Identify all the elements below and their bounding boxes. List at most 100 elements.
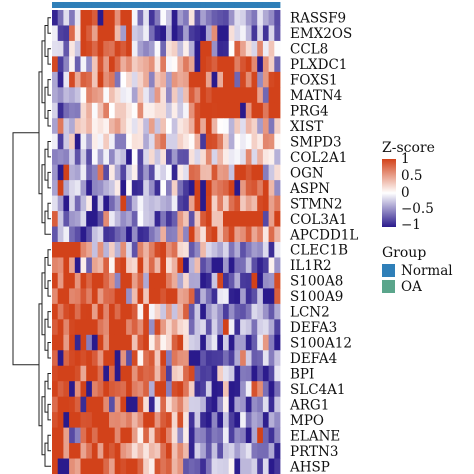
heatmap-cell xyxy=(69,195,76,212)
heatmap-cell xyxy=(274,396,281,413)
heatmap-cell xyxy=(109,319,116,336)
heatmap-cell xyxy=(63,319,70,336)
heatmap-cell xyxy=(171,458,178,474)
heatmap-cell xyxy=(166,458,173,474)
heatmap-cell xyxy=(194,180,201,196)
heatmap-cell xyxy=(166,180,173,196)
heatmap-cell xyxy=(120,443,127,459)
heatmap-cell xyxy=(234,102,241,119)
heatmap-cell xyxy=(160,226,167,243)
heatmap-cell xyxy=(63,458,70,474)
heatmap-cell xyxy=(154,443,161,459)
heatmap-cell xyxy=(262,319,269,336)
heatmap-cell xyxy=(109,303,116,320)
heatmap-cell xyxy=(183,396,190,413)
heatmap-cell xyxy=(109,118,116,135)
heatmap-cell xyxy=(228,180,235,196)
heatmap-cell xyxy=(240,242,247,258)
heatmap-cell xyxy=(245,195,252,212)
heatmap-cell xyxy=(143,443,150,459)
heatmap-cell xyxy=(217,396,224,413)
heatmap-cell xyxy=(74,365,81,382)
heatmap-cell xyxy=(114,56,121,73)
heatmap-cell xyxy=(86,319,93,336)
heatmap-cell xyxy=(205,458,212,474)
heatmap-cell xyxy=(74,319,81,336)
heatmap-cell xyxy=(109,350,116,367)
heatmap-cell xyxy=(148,288,155,305)
heatmap-cell xyxy=(228,365,235,382)
group-annotation-cell xyxy=(194,2,201,8)
heatmap-cell xyxy=(109,149,116,166)
heatmap-cell xyxy=(69,396,76,413)
heatmap-cell xyxy=(160,211,167,227)
heatmap-cell xyxy=(223,226,230,243)
heatmap-cell xyxy=(188,396,195,413)
heatmap-cell xyxy=(86,40,93,57)
row-label: PRG4 xyxy=(290,104,329,120)
heatmap-cell xyxy=(57,25,64,42)
heatmap-cell xyxy=(274,71,281,88)
heatmap-cell xyxy=(148,195,155,212)
heatmap-cell xyxy=(69,257,76,274)
heatmap-cell xyxy=(205,40,212,57)
group-annotation-cell xyxy=(154,2,161,8)
heatmap-cell xyxy=(160,412,167,428)
heatmap-cell xyxy=(148,164,155,181)
heatmap-cell xyxy=(74,458,81,474)
group-annotation-cell xyxy=(69,2,76,8)
heatmap-cell xyxy=(131,118,138,135)
heatmap-cell xyxy=(171,118,178,135)
heatmap-cell xyxy=(166,118,173,135)
row-label: SLC4A1 xyxy=(290,382,345,398)
heatmap-cell xyxy=(217,149,224,166)
heatmap-cell xyxy=(205,334,212,351)
heatmap-cell xyxy=(257,10,264,26)
heatmap-cell xyxy=(234,118,241,135)
heatmap-cell xyxy=(262,25,269,42)
heatmap-cell xyxy=(160,10,167,26)
heatmap-cell xyxy=(211,164,218,181)
heatmap-cell xyxy=(240,164,247,181)
heatmap-cell xyxy=(63,443,70,459)
heatmap-cell xyxy=(86,118,93,135)
heatmap-cell xyxy=(240,10,247,26)
heatmap-cell xyxy=(274,133,281,150)
heatmap-cell xyxy=(154,133,161,150)
heatmap-cell xyxy=(183,427,190,444)
heatmap-cell xyxy=(69,458,76,474)
heatmap-cell xyxy=(103,412,110,428)
heatmap-cell xyxy=(97,226,104,243)
heatmap-cell xyxy=(160,427,167,444)
heatmap-cell xyxy=(74,25,81,42)
heatmap-cell xyxy=(223,381,230,398)
heatmap-cell xyxy=(205,288,212,305)
heatmap-cell xyxy=(148,180,155,196)
heatmap-cell xyxy=(97,102,104,119)
heatmap-cell xyxy=(240,180,247,196)
heatmap-cell xyxy=(160,334,167,351)
heatmap-cell xyxy=(86,71,93,88)
heatmap-cell xyxy=(251,56,258,73)
heatmap-cell xyxy=(194,40,201,57)
heatmap-cell xyxy=(240,412,247,428)
heatmap-cell xyxy=(126,319,133,336)
heatmap-cell xyxy=(262,87,269,104)
heatmap-cell xyxy=(234,365,241,382)
heatmap-cell xyxy=(240,25,247,42)
row-label: FOXS1 xyxy=(290,73,338,89)
heatmap-cell xyxy=(262,334,269,351)
zscore-legend: Z-score 1 0.5 0 −0.5 −1 xyxy=(382,140,435,233)
heatmap-cell xyxy=(274,87,281,104)
heatmap-cell xyxy=(166,25,173,42)
heatmap-cell xyxy=(257,443,264,459)
group-annotation-cell xyxy=(262,2,269,8)
heatmap-cell xyxy=(69,71,76,88)
heatmap-cell xyxy=(166,102,173,119)
heatmap-cell xyxy=(91,118,98,135)
heatmap-cell xyxy=(251,334,258,351)
heatmap-cell xyxy=(200,396,207,413)
heatmap-cell xyxy=(114,319,121,336)
heatmap-cell xyxy=(223,118,230,135)
heatmap-cell xyxy=(154,195,161,212)
